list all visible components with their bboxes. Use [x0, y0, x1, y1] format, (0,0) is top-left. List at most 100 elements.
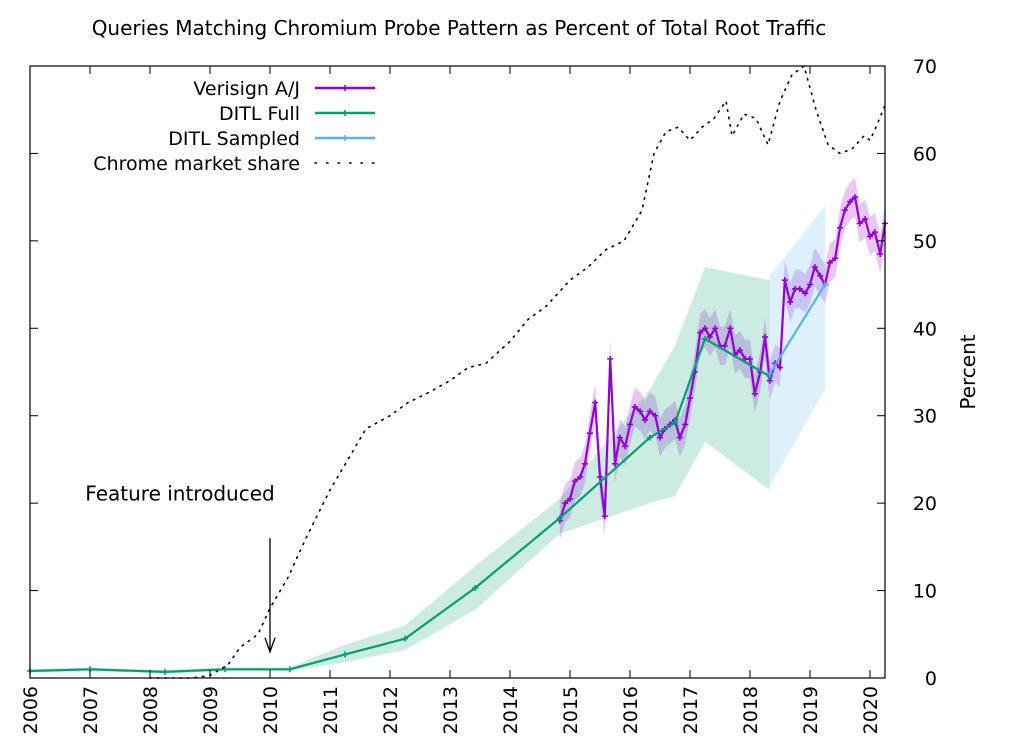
point-verisign-a-j [871, 229, 878, 236]
point-verisign-a-j [787, 299, 794, 306]
annotation-text: Feature introduced [85, 482, 274, 506]
x-tick-label: 2012 [380, 686, 402, 734]
point-verisign-a-j [622, 443, 629, 450]
point-verisign-a-j [567, 495, 573, 502]
point-verisign-a-j [637, 408, 644, 415]
point-verisign-a-j [616, 434, 623, 441]
point-verisign-a-j [721, 342, 728, 349]
band-ditl-full [30, 267, 770, 674]
point-verisign-a-j [592, 399, 599, 406]
y-axis-ticks: 0 10 20 30 40 50 60 70 [30, 56, 937, 690]
point-verisign-a-j [627, 421, 633, 428]
y-tick-label: 30 [913, 406, 937, 428]
point-ditl-full [556, 515, 563, 522]
point-ditl-full [402, 635, 408, 642]
point-verisign-a-j [706, 334, 713, 341]
point-verisign-a-j [712, 325, 719, 332]
x-tick-label: 2009 [200, 686, 222, 734]
legend-label-ditl-full: DITL Full [219, 103, 300, 125]
point-verisign-a-j [597, 473, 603, 480]
legend-label-chrome-market-share: Chrome market share [93, 153, 300, 175]
legend: Verisign A/J DITL Full DITL Sampled Chrome … [93, 78, 376, 175]
x-tick-label: 2010 [260, 686, 282, 734]
y-tick-label: 70 [913, 56, 937, 78]
point-verisign-a-j [807, 281, 813, 288]
x-tick-label: 2014 [500, 686, 522, 734]
x-tick-label: 2006 [20, 686, 42, 734]
legend-label-verisign-a-j: Verisign A/J [193, 78, 300, 100]
point-ditl-full [342, 651, 348, 658]
point-verisign-a-j [687, 395, 693, 402]
point-ditl-full [472, 584, 479, 591]
y-axis-label: Percent [956, 334, 980, 409]
point-ditl-sampled [822, 281, 828, 288]
y-tick-label: 50 [913, 231, 937, 253]
point-verisign-a-j [577, 473, 584, 480]
point-verisign-a-j [652, 412, 659, 419]
point-verisign-a-j [657, 434, 663, 441]
y-tick-label: 60 [913, 143, 937, 165]
point-ditl-full [222, 666, 228, 673]
point-ditl-full [286, 666, 293, 673]
point-verisign-a-j [586, 430, 593, 437]
point-verisign-a-j [631, 403, 638, 410]
point-verisign-a-j [682, 421, 689, 428]
x-tick-label: 2015 [560, 686, 582, 734]
confidence-bands [30, 177, 885, 674]
point-verisign-a-j [562, 500, 569, 507]
band-verisign-a-j [559, 177, 885, 540]
point-verisign-a-j [697, 329, 704, 336]
chart-title: Queries Matching Chromium Probe Pattern … [92, 16, 827, 40]
point-verisign-a-j [646, 408, 653, 415]
annotation-arrow-head [264, 637, 276, 654]
point-verisign-a-j [762, 334, 768, 341]
point-verisign-a-j [582, 460, 588, 467]
legend-marker-ditl-full [342, 110, 348, 116]
point-verisign-a-j [702, 325, 708, 332]
point-verisign-a-j [856, 220, 863, 227]
point-verisign-a-j [747, 355, 753, 362]
legend-label-ditl-sampled: DITL Sampled [168, 128, 300, 150]
x-tick-label: 2019 [800, 686, 822, 734]
y-tick-label: 40 [913, 318, 937, 340]
point-verisign-a-j [841, 207, 848, 214]
x-tick-label: 2016 [620, 686, 642, 734]
point-ditl-full [672, 419, 678, 426]
point-verisign-a-j [736, 347, 743, 354]
x-tick-label: 2007 [80, 686, 102, 734]
point-ditl-full [646, 434, 653, 441]
point-verisign-a-j [826, 259, 833, 266]
point-verisign-a-j [832, 255, 839, 262]
point-verisign-a-j [837, 224, 843, 231]
point-verisign-a-j [811, 264, 818, 271]
x-tick-label: 2011 [320, 686, 342, 734]
point-verisign-a-j [642, 417, 648, 424]
y-tick-label: 20 [913, 493, 937, 515]
x-axis-ticks: 2006 2007 2008 2009 2010 2011 2012 2013 2014 2015… [20, 66, 882, 734]
point-verisign-a-j [796, 285, 803, 292]
point-ditl-sampled [766, 370, 773, 377]
point-verisign-a-j [867, 233, 873, 240]
x-tick-label: 2020 [860, 686, 882, 734]
point-ditl-full [702, 335, 708, 342]
annotation-feature-introduced: Feature introduced [85, 482, 276, 654]
y-tick-label: 10 [913, 581, 937, 603]
point-verisign-a-j [877, 250, 884, 257]
point-verisign-a-j [607, 355, 614, 362]
y-tick-label: 0 [925, 668, 937, 690]
x-tick-label: 2013 [440, 686, 462, 734]
point-verisign-a-j [727, 325, 734, 332]
point-verisign-a-j [781, 277, 788, 284]
point-verisign-a-j [777, 364, 783, 371]
point-verisign-a-j [676, 434, 683, 441]
x-tick-label: 2017 [680, 686, 702, 734]
point-verisign-a-j [751, 390, 758, 397]
point-verisign-a-j [802, 290, 809, 297]
point-verisign-a-j [847, 198, 854, 205]
legend-marker-ditl-sampled [342, 135, 348, 141]
point-verisign-a-j [601, 513, 608, 520]
plot-frame [29, 65, 886, 679]
line-ditl-sampled [768, 284, 826, 375]
point-verisign-a-j [817, 272, 824, 279]
point-verisign-a-j [852, 194, 858, 201]
